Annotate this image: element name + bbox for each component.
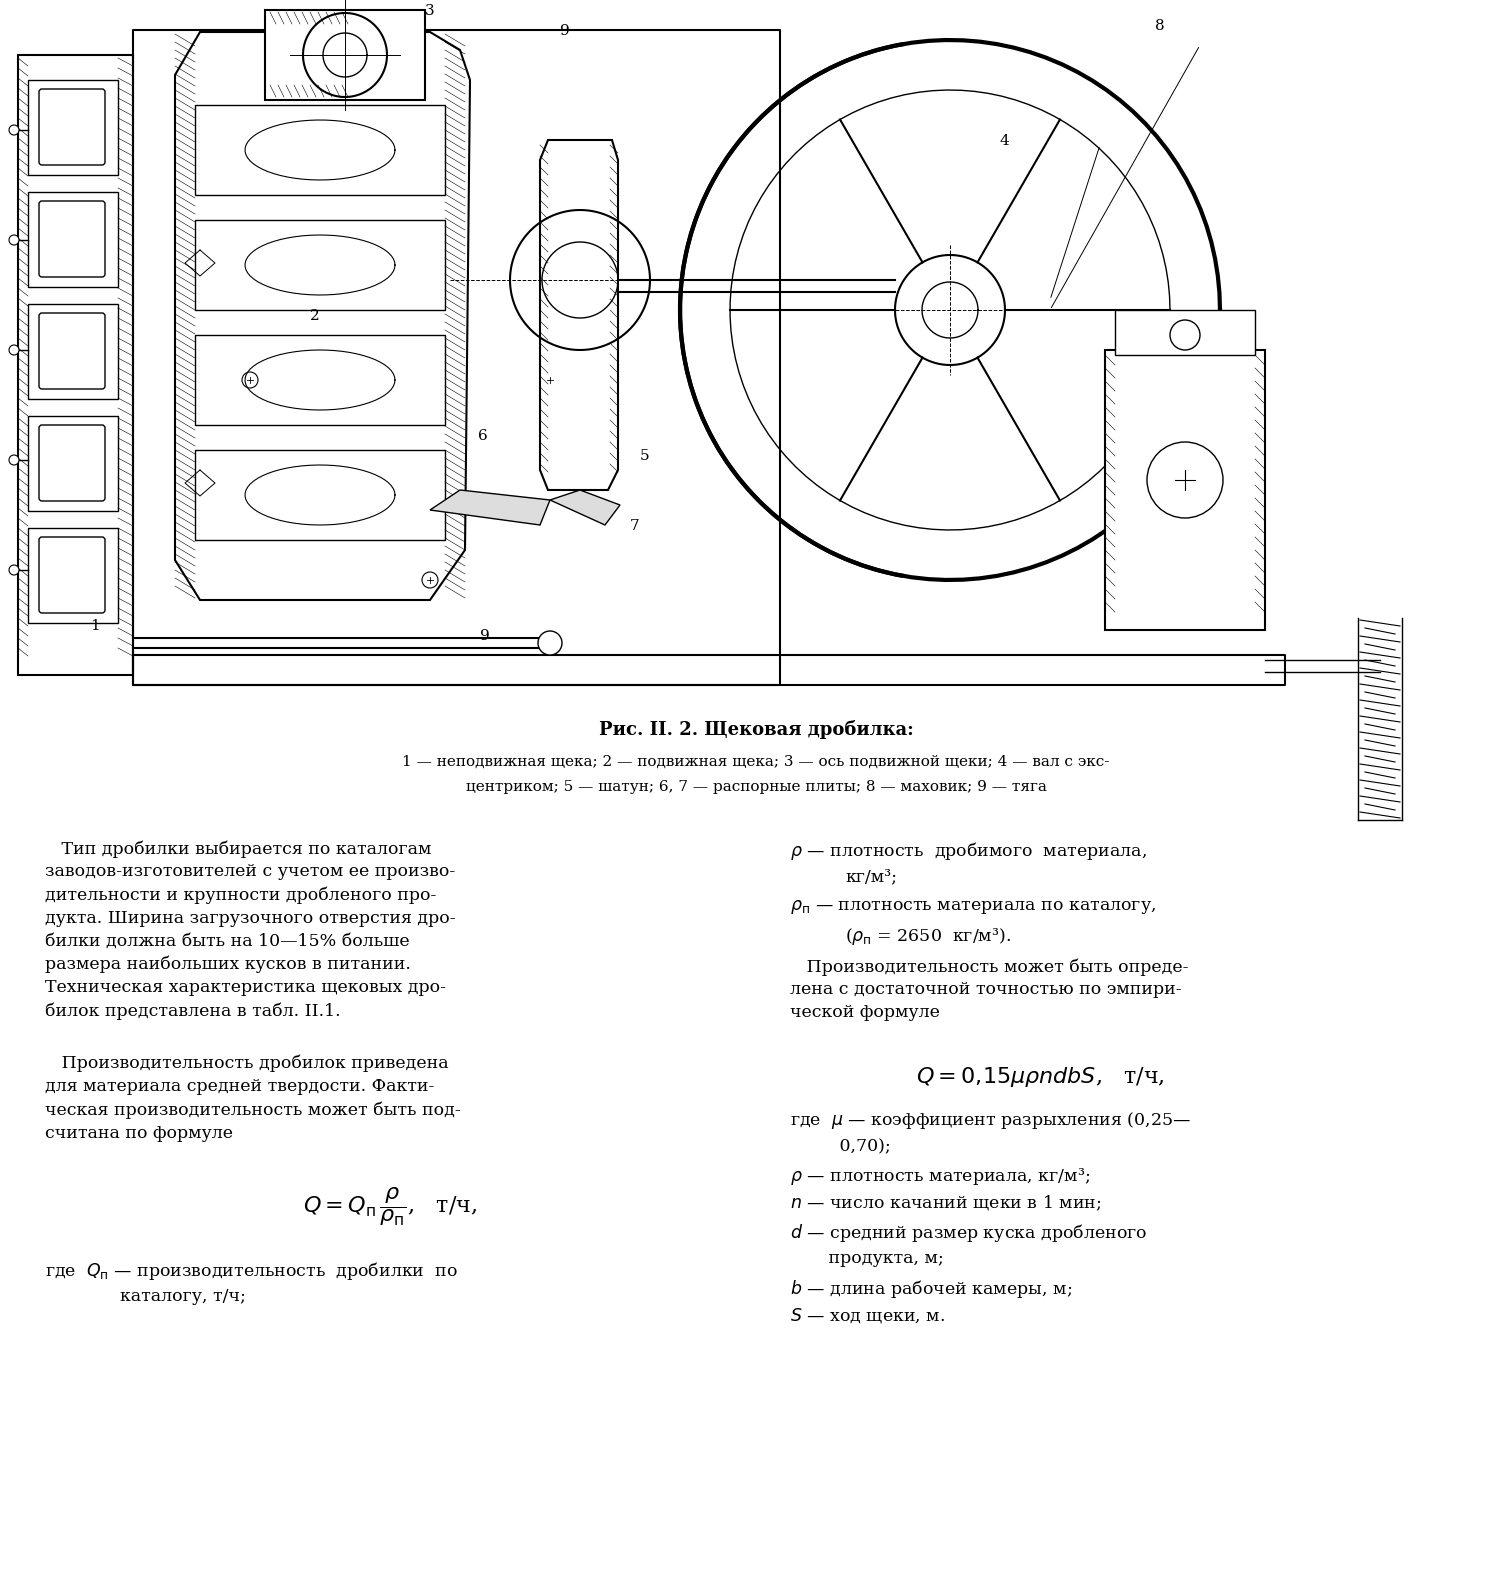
- Bar: [20, 10, 1490, 671]
- Bar: [195, 335, 446, 424]
- Text: Тип дробилки выбирается по каталогам
заводов-изготовителей с учетом ее произво-
: Тип дробилки выбирается по каталогам зав…: [45, 841, 456, 1020]
- Text: 0,70);: 0,70);: [790, 1138, 891, 1155]
- Text: Производительность дробилок приведена
для материала средней твердости. Факти-
че: Производительность дробилок приведена дл…: [45, 1055, 461, 1142]
- Circle shape: [542, 372, 558, 388]
- Circle shape: [1147, 442, 1222, 518]
- Text: $\rho_{\mathrm{п}}$ — плотность материала по каталогу,: $\rho_{\mathrm{п}}$ — плотность материал…: [790, 898, 1156, 915]
- Text: Рис. II. 2. Щековая дробилка:: Рис. II. 2. Щековая дробилка:: [598, 720, 913, 739]
- FancyBboxPatch shape: [39, 313, 104, 389]
- Bar: [195, 450, 446, 540]
- Text: 8: 8: [1154, 19, 1165, 33]
- Circle shape: [9, 454, 20, 466]
- Polygon shape: [431, 489, 550, 524]
- Text: Производительность может быть опреде-
лена с достаточной точностью по эмпири-
че: Производительность может быть опреде- ле…: [790, 958, 1189, 1022]
- Polygon shape: [175, 32, 470, 601]
- Bar: [29, 192, 118, 288]
- Polygon shape: [550, 489, 620, 524]
- Text: продукта, м;: продукта, м;: [790, 1251, 944, 1266]
- Text: 9: 9: [561, 24, 570, 38]
- Text: $b$ — длина рабочей камеры, м;: $b$ — длина рабочей камеры, м;: [790, 1278, 1073, 1300]
- Text: $d$ — средний размер куска дробленого: $d$ — средний размер куска дробленого: [790, 1222, 1147, 1244]
- Bar: [1115, 310, 1256, 354]
- Text: $\rho$ — плотность  дробимого  материала,: $\rho$ — плотность дробимого материала,: [790, 841, 1147, 861]
- FancyBboxPatch shape: [39, 89, 104, 165]
- Circle shape: [422, 572, 438, 588]
- Text: 5: 5: [641, 450, 650, 462]
- Circle shape: [538, 631, 562, 655]
- Bar: [29, 528, 118, 623]
- Text: 1 — неподвижная щека; 2 — подвижная щека; 3 — ось подвижной щеки; 4 — вал с экс-: 1 — неподвижная щека; 2 — подвижная щека…: [402, 755, 1109, 769]
- Bar: [29, 79, 118, 175]
- Circle shape: [9, 126, 20, 135]
- Text: где  $Q_{\mathrm{п}}$ — производительность  дробилки  по: где $Q_{\mathrm{п}}$ — производительност…: [45, 1260, 458, 1282]
- FancyBboxPatch shape: [39, 537, 104, 613]
- FancyBboxPatch shape: [39, 200, 104, 276]
- Bar: [29, 416, 118, 512]
- Bar: [1105, 350, 1265, 629]
- Text: $n$ — число качаний щеки в 1 мин;: $n$ — число качаний щеки в 1 мин;: [790, 1193, 1102, 1214]
- Bar: [18, 56, 133, 675]
- Text: $S$ — ход щеки, м.: $S$ — ход щеки, м.: [790, 1306, 946, 1325]
- Bar: [195, 105, 446, 195]
- Text: $\rho$ — плотность материала, кг/м³;: $\rho$ — плотность материала, кг/м³;: [790, 1166, 1091, 1187]
- Text: $Q = Q_{\mathrm{п}}\,\dfrac{\rho}{\rho_{\mathrm{п}}}$,   т/ч,: $Q = Q_{\mathrm{п}}\,\dfrac{\rho}{\rho_{…: [302, 1185, 477, 1228]
- Text: центриком; 5 — шатун; 6, 7 — распорные плиты; 8 — маховик; 9 — тяга: центриком; 5 — шатун; 6, 7 — распорные п…: [465, 780, 1047, 794]
- Circle shape: [9, 235, 20, 245]
- Text: кг/м³;: кг/м³;: [845, 868, 898, 885]
- Text: 4: 4: [1000, 133, 1009, 148]
- Text: 3: 3: [425, 5, 435, 17]
- Text: 1: 1: [91, 620, 100, 632]
- Bar: [195, 219, 446, 310]
- Text: $Q = 0{,}15\mu\rho n d b S$,   т/ч,: $Q = 0{,}15\mu\rho n d b S$, т/ч,: [916, 1065, 1165, 1088]
- Circle shape: [9, 345, 20, 354]
- Circle shape: [1170, 319, 1200, 350]
- Text: 6: 6: [477, 429, 488, 443]
- Bar: [29, 303, 118, 399]
- Text: ($\rho_{\mathrm{п}}$ = 2650  кг/м³).: ($\rho_{\mathrm{п}}$ = 2650 кг/м³).: [845, 926, 1011, 947]
- Text: где  $\mu$ — коэффициент разрыхления (0,25—: где $\mu$ — коэффициент разрыхления (0,2…: [790, 1111, 1191, 1131]
- FancyBboxPatch shape: [39, 424, 104, 501]
- Polygon shape: [539, 140, 618, 489]
- Circle shape: [9, 566, 20, 575]
- Bar: [264, 10, 425, 100]
- Text: 9: 9: [480, 629, 490, 644]
- Text: 2: 2: [310, 308, 320, 323]
- Circle shape: [242, 372, 258, 388]
- Text: 7: 7: [630, 520, 639, 532]
- Text: каталогу, т/ч;: каталогу, т/ч;: [119, 1289, 246, 1305]
